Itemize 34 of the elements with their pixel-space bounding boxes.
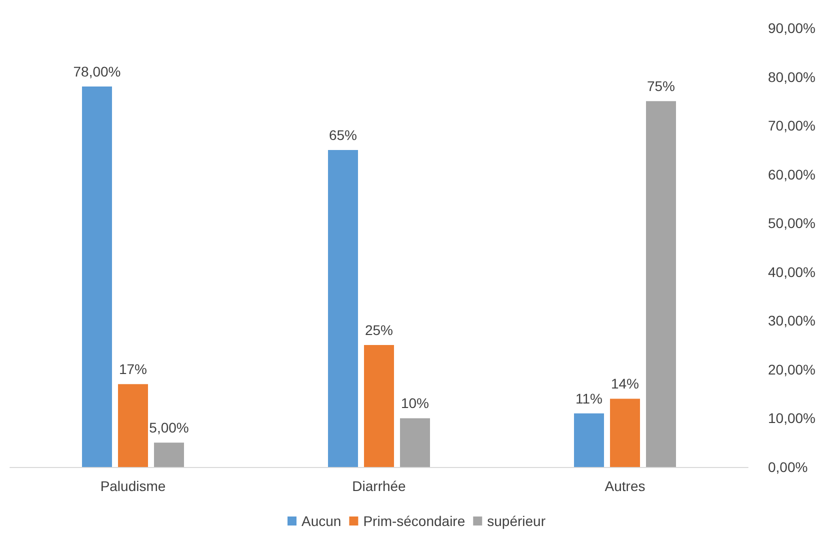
legend-label: Aucun: [302, 513, 342, 529]
y-tick-label: 40,00%: [768, 264, 816, 280]
bar: [364, 345, 394, 467]
y-tick-label: 60,00%: [768, 166, 816, 182]
data-label: 75%: [646, 78, 676, 94]
bar: [400, 418, 430, 467]
data-label: 5,00%: [149, 420, 189, 436]
y-tick-label: 80,00%: [768, 68, 816, 85]
bar: [646, 101, 676, 467]
bar: [118, 384, 148, 467]
data-label: 65%: [328, 126, 358, 143]
y-tick-label: 70,00%: [768, 118, 816, 134]
y-tick-label: 0,00%: [768, 459, 808, 475]
y-tick-label: 30,00%: [768, 312, 816, 329]
x-tick-label: Diarrhée: [352, 478, 406, 494]
data-label: 25%: [364, 322, 394, 338]
legend-label: Prim-sécondaire: [363, 513, 466, 529]
y-tick-label: 10,00%: [768, 410, 816, 426]
bar: [154, 442, 184, 467]
y-tick-label: 90,00%: [768, 20, 816, 36]
data-label: 78,00%: [73, 64, 121, 80]
data-label: 17%: [118, 361, 148, 378]
data-label: 14%: [610, 376, 640, 392]
y-tick-label: 50,00%: [768, 215, 816, 232]
legend-label: supérieur: [487, 513, 546, 529]
bar: [328, 150, 358, 467]
data-label: 11%: [576, 390, 602, 406]
x-tick-label: Autres: [604, 478, 646, 494]
data-label: 10%: [400, 395, 430, 412]
bar: [610, 398, 640, 467]
bar: [574, 413, 604, 467]
y-tick-label: 20,00%: [768, 361, 816, 378]
x-tick-label: Paludisme: [100, 478, 166, 494]
bar: [82, 86, 112, 467]
